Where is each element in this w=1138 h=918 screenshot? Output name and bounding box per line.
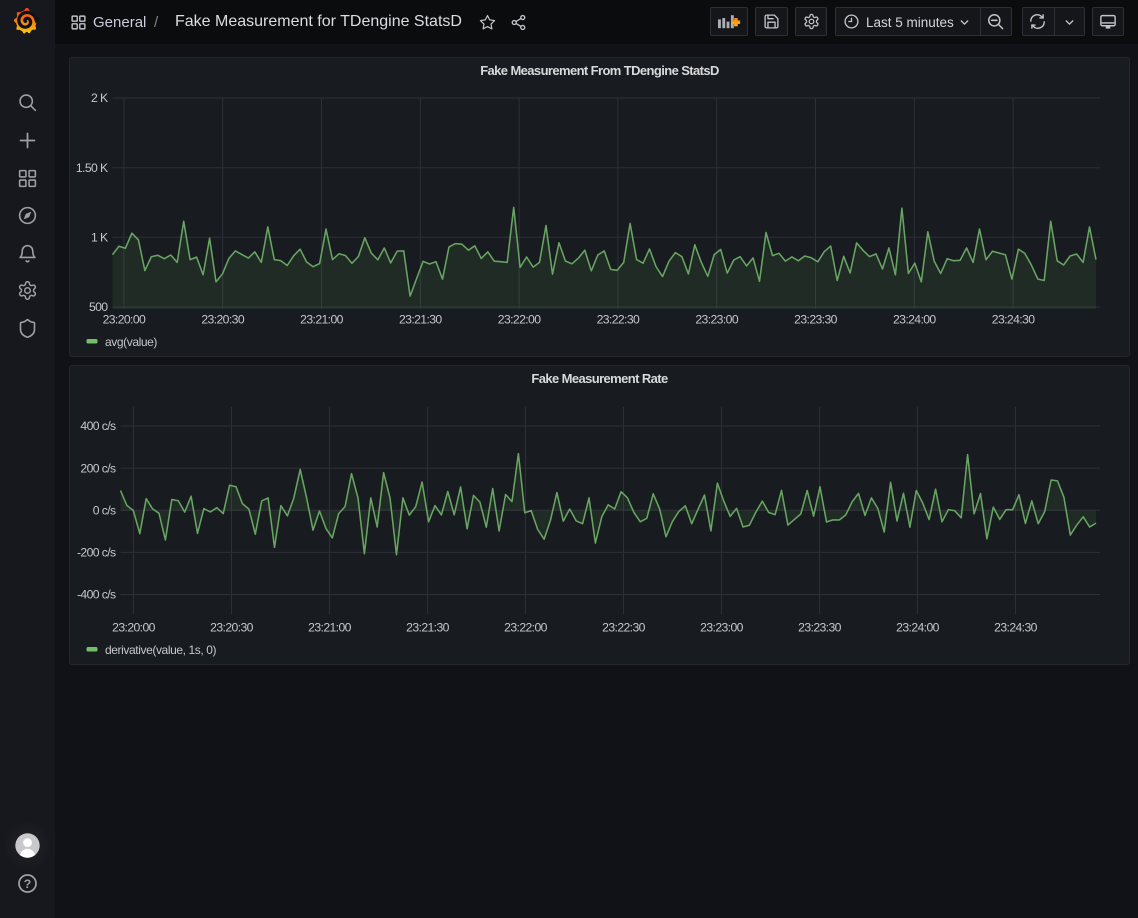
svg-text:23:20:00: 23:20:00 xyxy=(112,620,155,634)
svg-text:23:22:30: 23:22:30 xyxy=(597,313,640,327)
svg-text:23:20:00: 23:20:00 xyxy=(103,313,146,327)
svg-text:23:21:30: 23:21:30 xyxy=(399,313,442,327)
svg-text:400 c/s: 400 c/s xyxy=(80,419,116,433)
svg-text:23:24:30: 23:24:30 xyxy=(992,313,1035,327)
svg-text:1.50 K: 1.50 K xyxy=(76,161,108,175)
svg-text:500: 500 xyxy=(89,300,108,314)
svg-text:23:22:00: 23:22:00 xyxy=(504,620,547,634)
svg-text:200 c/s: 200 c/s xyxy=(80,461,116,475)
svg-text:derivative(value, 1s, 0): derivative(value, 1s, 0) xyxy=(105,643,217,657)
svg-text:?: ? xyxy=(24,877,31,891)
svg-text:23:21:00: 23:21:00 xyxy=(308,620,351,634)
svg-text:1 K: 1 K xyxy=(91,231,108,245)
svg-text:23:23:00: 23:23:00 xyxy=(700,620,743,634)
svg-text:23:20:30: 23:20:30 xyxy=(210,620,253,634)
svg-text:23:20:30: 23:20:30 xyxy=(201,313,244,327)
svg-text:23:23:30: 23:23:30 xyxy=(798,620,841,634)
svg-text:-200 c/s: -200 c/s xyxy=(77,546,116,560)
svg-text:23:21:00: 23:21:00 xyxy=(300,313,343,327)
svg-text:23:24:00: 23:24:00 xyxy=(896,620,939,634)
svg-text:23:22:30: 23:22:30 xyxy=(602,620,645,634)
svg-text:0 c/s: 0 c/s xyxy=(93,503,116,517)
svg-text:23:24:00: 23:24:00 xyxy=(893,313,936,327)
svg-text:23:24:30: 23:24:30 xyxy=(994,620,1037,634)
svg-text:avg(value): avg(value) xyxy=(105,335,157,349)
svg-text:23:23:00: 23:23:00 xyxy=(695,313,738,327)
svg-text:23:21:30: 23:21:30 xyxy=(406,620,449,634)
svg-text:-400 c/s: -400 c/s xyxy=(77,588,116,602)
svg-text:23:23:30: 23:23:30 xyxy=(794,313,837,327)
svg-text:2 K: 2 K xyxy=(91,91,108,105)
svg-text:23:22:00: 23:22:00 xyxy=(498,313,541,327)
